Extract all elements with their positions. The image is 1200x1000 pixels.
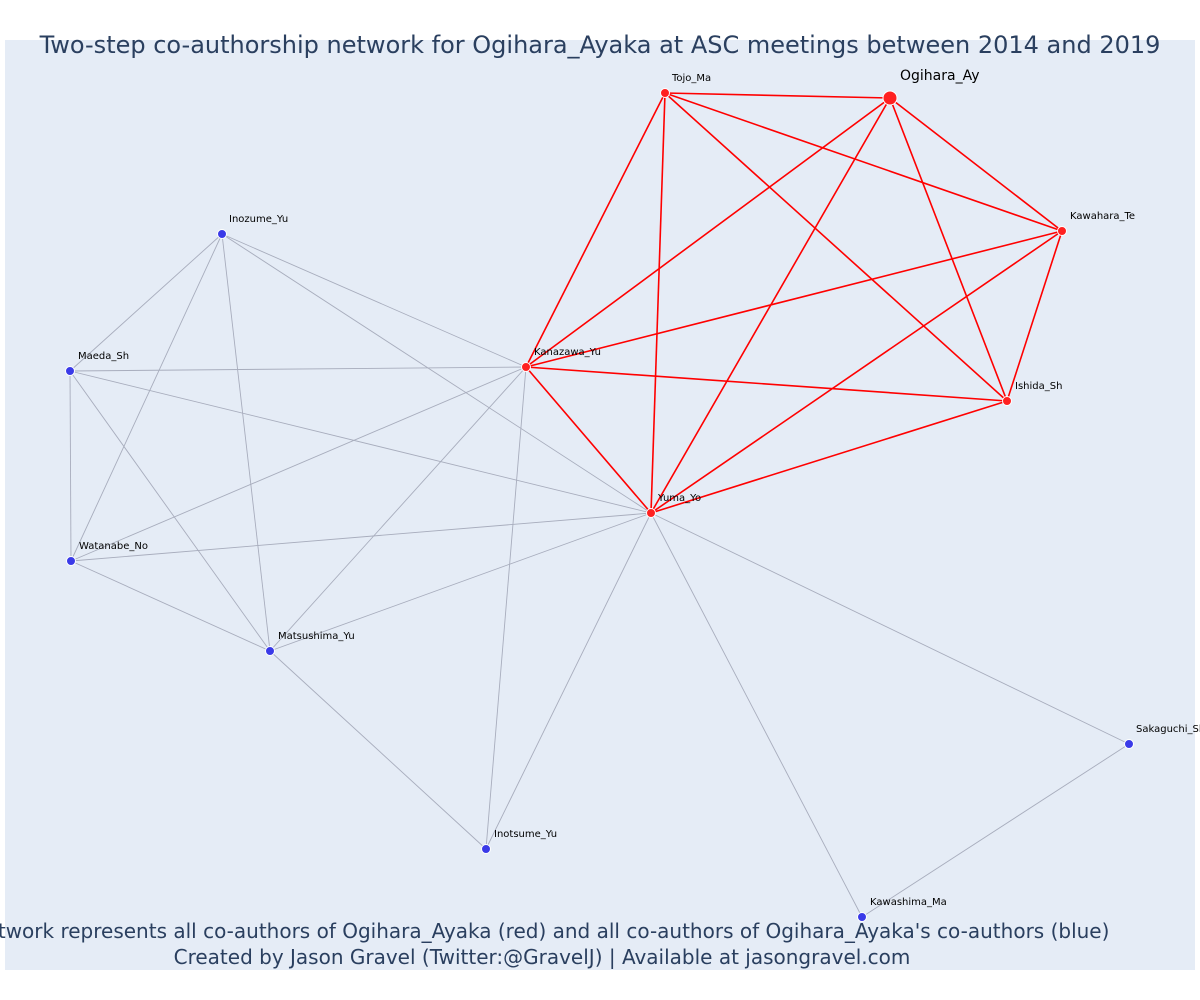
edge-maeda_sh-yuma_yo [69,370,652,514]
node-label-maeda_sh: Maeda_Sh [78,351,129,362]
node-label-watanabe_no: Watanabe_No [79,541,148,552]
node-label-ishida_sh: Ishida_Sh [1015,381,1062,392]
node-inozume_yu[interactable] [217,229,227,239]
node-sakaguchi_sh[interactable] [1124,739,1134,749]
edge-inozume_yu-kanazawa_yu [221,233,527,368]
node-matsushima_yu[interactable] [265,646,275,656]
edge-ogihara_ay-kawahara_te [889,97,1063,232]
edge-tojo_ma-yuma_yo [650,92,666,514]
labels-layer: Ogihara_Ay Tojo_Ma Kawahara_Te Ishida_Sh Kan… [78,68,1200,908]
caption-line-2: Created by Jason Gravel (Twitter:@Gravel… [174,945,911,969]
node-label-inotsume_yu: Inotsume_Yu [494,829,557,840]
edge-watanabe_no-yuma_yo [70,512,652,562]
edge-yuma_yo-kawashima_ma [650,512,863,918]
edge-kanazawa_yu-inotsume_yu [485,366,527,850]
node-ogihara_ay[interactable] [882,90,898,106]
node-label-kawashima_ma: Kawashima_Ma [870,897,947,908]
node-kawashima_ma[interactable] [857,912,867,922]
node-inotsume_yu[interactable] [481,844,491,854]
node-label-kanazawa_yu: Kanazawa_Yu [534,347,601,358]
edge-kawahara_te-ishida_sh [1006,230,1063,402]
node-maeda_sh[interactable] [65,366,75,376]
node-label-tojo_ma: Tojo_Ma [671,73,711,84]
edge-matsushima_yu-yuma_yo [269,512,652,652]
edge-kawahara_te-yuma_yo [650,230,1063,514]
edge-inozume_yu-yuma_yo [221,233,652,514]
node-yuma_yo[interactable] [646,508,656,518]
edge-tojo_ma-ishida_sh [664,92,1008,402]
chart-title: Two-step co-authorship network for Ogiha… [39,31,1161,59]
edge-tojo_ma-kawahara_te [664,92,1063,232]
node-kawahara_te[interactable] [1057,226,1067,236]
nodes-layer [65,88,1134,922]
edge-watanabe_no-matsushima_yu [70,560,271,652]
node-watanabe_no[interactable] [66,556,76,566]
node-label-sakaguchi_sh: Sakaguchi_Sh [1136,724,1200,735]
edge-maeda_sh-matsushima_yu [69,370,271,652]
edge-watanabe_no-kanazawa_yu [70,366,527,562]
node-label-inozume_yu: Inozume_Yu [229,214,288,225]
edge-inozume_yu-watanabe_no [70,233,223,562]
edges-layer [69,92,1130,918]
edge-kawashima_ma-sakaguchi_sh [861,743,1130,918]
caption-line-1: Network represents all co-authors of Ogi… [0,919,1109,943]
node-kanazawa_yu[interactable] [521,362,531,372]
edge-ogihara_ay-kanazawa_yu [525,97,891,368]
edge-ogihara_ay-ishida_sh [889,97,1008,402]
edge-tojo_ma-kanazawa_yu [525,92,666,368]
node-tojo_ma[interactable] [660,88,670,98]
node-label-yuma_yo: Yuma_Yo [657,493,701,504]
edge-inozume_yu-maeda_sh [69,233,223,372]
edge-matsushima_yu-inotsume_yu [269,650,487,850]
edge-kanazawa_yu-yuma_yo [525,366,652,514]
node-label-matsushima_yu: Matsushima_Yu [278,631,355,642]
edge-kawahara_te-kanazawa_yu [525,230,1063,368]
edge-ishida_sh-kanazawa_yu [525,366,1008,402]
edge-tojo_ma-ogihara_ay [664,92,891,99]
edge-yuma_yo-inotsume_yu [485,512,652,850]
node-ishida_sh[interactable] [1002,396,1012,406]
edge-inozume_yu-matsushima_yu [221,233,271,652]
edge-yuma_yo-sakaguchi_sh [650,512,1130,745]
node-label-ogihara_ay: Ogihara_Ay [900,68,980,84]
edge-matsushima_yu-kanazawa_yu [269,366,527,652]
edge-ishida_sh-yuma_yo [650,400,1008,514]
edge-maeda_sh-kanazawa_yu [69,366,527,372]
node-label-kawahara_te: Kawahara_Te [1070,211,1135,222]
edge-maeda_sh-watanabe_no [69,370,72,562]
